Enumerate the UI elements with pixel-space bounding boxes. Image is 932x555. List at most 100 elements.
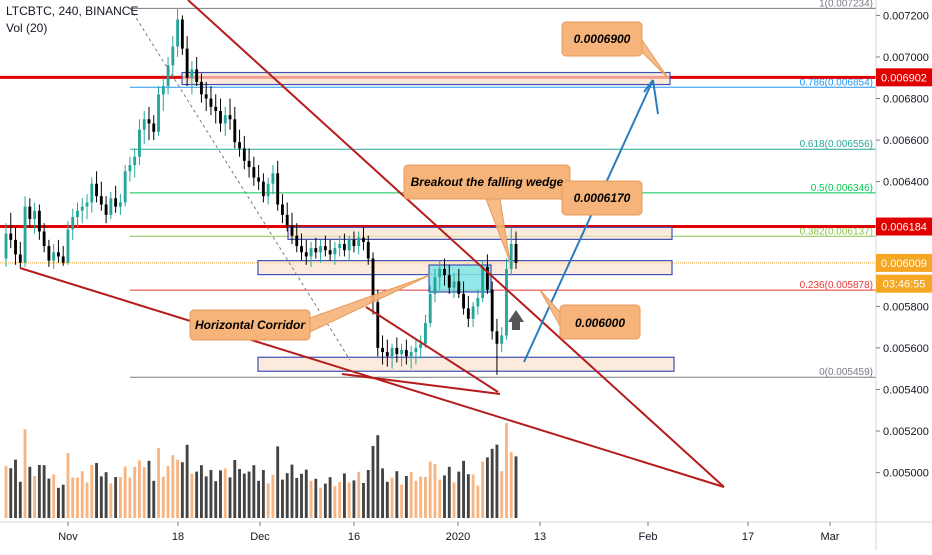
projection-arrow (523, 79, 654, 363)
candle-body (204, 94, 208, 99)
time-tick-label: 16 (348, 531, 360, 543)
candle-body (123, 171, 127, 203)
volume-bar (66, 453, 70, 518)
volume-bar (443, 475, 446, 518)
price-tick-label: 0.005400 (883, 384, 929, 396)
candle-body (481, 266, 485, 299)
volume-bar (157, 448, 160, 518)
volume-bar (409, 471, 413, 518)
volume-bar (319, 487, 323, 518)
candle-body (195, 69, 199, 82)
price-zone-box (181, 71, 671, 86)
volume-bar (161, 476, 165, 518)
volume-bar (309, 480, 313, 518)
callout-pointer (309, 274, 431, 333)
time-tick-label: 18 (172, 531, 184, 543)
candle-body (362, 237, 365, 242)
candle-body (490, 289, 494, 332)
volume-bar (390, 477, 394, 518)
time-tick-label: 17 (742, 531, 754, 543)
volume-bar (266, 483, 270, 518)
volume-bar (276, 446, 280, 518)
symbol-title: LTCBTC, 240, BINANCE (6, 4, 139, 18)
time-tick-label: Dec (250, 531, 270, 543)
candle-body (233, 119, 237, 143)
volume-bar (52, 474, 56, 518)
candle-body (76, 210, 79, 217)
volume-bar (104, 472, 108, 518)
candle-body (252, 167, 256, 178)
candle-body (509, 243, 513, 269)
time-tick-label: Feb (639, 531, 658, 543)
candle-body (28, 206, 32, 220)
candle-body (152, 123, 156, 132)
volume-bar (481, 461, 485, 518)
volume-bar (176, 459, 180, 518)
volume-bar (505, 423, 508, 518)
candle-body (271, 173, 275, 184)
volume-bar (509, 451, 513, 518)
volume-bar (462, 460, 465, 518)
volume-bar (209, 470, 213, 518)
candle-body (114, 198, 118, 207)
volume-bar (362, 483, 365, 518)
candle-body (223, 115, 227, 124)
candle-body (37, 210, 41, 232)
volume-bar (204, 476, 208, 518)
candle-body (118, 202, 122, 207)
callout-box (189, 309, 311, 341)
price-zone-box (257, 356, 675, 372)
price-tag (876, 217, 932, 236)
candle-body (285, 214, 289, 226)
volume-bar (180, 462, 184, 518)
callout-text: 0.0006900 (574, 32, 631, 46)
time-tick-label: 13 (534, 531, 546, 543)
candle-body (90, 183, 94, 203)
candle-body (138, 129, 141, 157)
volume-bar (433, 464, 437, 518)
fib-level-label: 0.786(0.006854) (800, 77, 873, 88)
volume-bar (37, 465, 41, 518)
price-tag (876, 274, 932, 293)
price-tag-label: 0.006009 (881, 258, 927, 270)
candle-body (438, 268, 442, 278)
fib-diagonal (129, 7, 351, 361)
candle-body (390, 347, 394, 357)
candle-body (228, 115, 232, 120)
volume-bar (281, 479, 284, 518)
fib-level-label: 0.382(0.006137) (800, 226, 873, 237)
volume-bar (438, 479, 442, 518)
volume-bar (376, 435, 380, 518)
volume-bar (128, 477, 132, 518)
candle-body (357, 237, 361, 247)
volume-bar (300, 473, 303, 518)
fib-level-label: 0.5(0.006346) (811, 183, 873, 194)
volume-bar (152, 480, 156, 518)
volume-bar (28, 466, 32, 518)
candle-body (485, 266, 489, 290)
candle-body (419, 343, 423, 348)
volume-bar (223, 468, 227, 518)
candle-body (409, 352, 413, 357)
candle-body (295, 235, 299, 247)
candle-body (214, 106, 218, 111)
candle-body (395, 347, 399, 355)
volume-bar (199, 465, 203, 518)
volume-bar (352, 480, 356, 518)
candle-body (476, 298, 480, 307)
volume-bar (485, 457, 489, 518)
candle-body (495, 331, 499, 344)
volume-bar (252, 465, 256, 518)
volume-bar (395, 471, 399, 518)
candle-body (4, 233, 8, 259)
callout-text: 0.0006170 (574, 191, 631, 205)
candle-body (366, 241, 370, 259)
volume-bar (338, 482, 342, 518)
candle-body (342, 243, 346, 251)
price-tick-label: 0.006600 (883, 135, 929, 147)
volume-legend: Vol (20) (6, 21, 48, 35)
candle-body (323, 246, 327, 251)
volume-bar (381, 468, 384, 518)
